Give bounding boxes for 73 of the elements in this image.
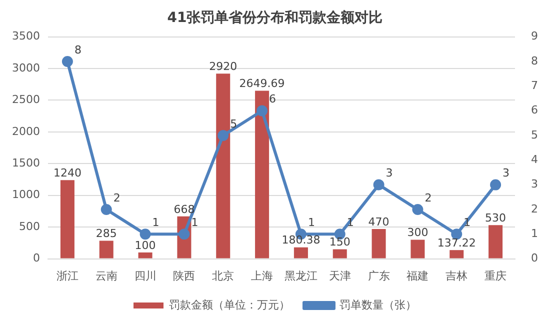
y-tick-label: 1500 xyxy=(12,156,40,170)
x-tick-label: 重庆 xyxy=(484,269,507,282)
y-tick-label: 3500 xyxy=(12,30,40,43)
y-tick-label: 0 xyxy=(32,252,40,265)
legend-label: 罚款金额（单位：万元） xyxy=(169,298,290,312)
point xyxy=(256,105,268,116)
x-tick-label: 陕西 xyxy=(173,269,196,282)
data-label: 8 xyxy=(74,43,82,56)
data-label: 180.38 xyxy=(282,234,320,247)
y2-tick-label: 6 xyxy=(531,104,538,117)
y2-tick-label: 9 xyxy=(531,30,538,43)
y2-tick-label: 5 xyxy=(531,128,538,142)
bar xyxy=(450,250,464,258)
y2-tick-label: 8 xyxy=(531,54,538,68)
x-tick-label: 浙江 xyxy=(56,269,78,282)
data-label: 1 xyxy=(308,216,315,229)
point xyxy=(100,204,112,215)
data-label: 3 xyxy=(386,166,393,180)
y-tick-label: 1000 xyxy=(12,188,40,202)
data-label: 530 xyxy=(485,212,506,225)
x-tick-label: 吉林 xyxy=(446,269,468,282)
y2-tick-label: 2 xyxy=(531,202,538,216)
y2-tick-label: 7 xyxy=(531,78,538,92)
data-label: 3 xyxy=(502,166,510,180)
y-tick-label: 2000 xyxy=(12,124,40,138)
point xyxy=(490,179,502,190)
y2-tick-label: 1 xyxy=(531,226,538,240)
bar xyxy=(138,252,152,258)
y-tick-label: 500 xyxy=(18,220,40,233)
y2-tick-label: 3 xyxy=(531,178,538,191)
data-label: 150 xyxy=(329,236,350,249)
x-tick-label: 云南 xyxy=(95,269,118,282)
data-label: 1 xyxy=(191,216,198,229)
x-tick-label: 四川 xyxy=(134,269,156,282)
data-label: 2 xyxy=(424,191,432,204)
x-tick-label: 天津 xyxy=(328,269,351,282)
legend-label: 罚单数量（张） xyxy=(340,298,416,312)
data-label: 1 xyxy=(152,216,160,229)
data-label: 2920 xyxy=(209,60,238,73)
point xyxy=(140,228,151,240)
data-label: 1240 xyxy=(53,166,82,180)
chart-title: 41张罚单省份分布和罚款金额对比 xyxy=(167,9,383,26)
data-label: 2649.69 xyxy=(239,77,285,90)
bar xyxy=(294,247,308,258)
bar xyxy=(99,240,114,258)
bar xyxy=(60,180,74,258)
y-tick-label: 3000 xyxy=(12,61,40,74)
point xyxy=(412,204,424,215)
x-tick-label: 福建 xyxy=(406,269,429,282)
x-tick-label: 北京 xyxy=(212,269,234,282)
bar xyxy=(216,74,230,258)
y-tick-label: 2500 xyxy=(12,93,40,106)
bar xyxy=(372,228,386,258)
bar xyxy=(332,249,347,258)
y2-tick-label: 0 xyxy=(531,252,538,265)
point xyxy=(218,130,229,141)
x-tick-label: 上海 xyxy=(251,269,274,282)
bar xyxy=(488,225,503,258)
data-label: 100 xyxy=(134,238,156,252)
point xyxy=(373,179,384,190)
y2-tick-label: 4 xyxy=(531,152,538,166)
data-label: 5 xyxy=(230,117,238,130)
data-label: 137.22 xyxy=(437,236,476,250)
point xyxy=(62,56,73,67)
data-label: 6 xyxy=(269,92,276,106)
data-label: 2 xyxy=(113,191,120,204)
bar xyxy=(255,90,270,258)
bar xyxy=(410,240,425,258)
data-label: 470 xyxy=(368,215,390,228)
data-label: 300 xyxy=(407,226,428,240)
x-tick-label: 黑龙江 xyxy=(284,269,318,282)
x-tick-label: 广东 xyxy=(368,269,390,282)
data-label: 285 xyxy=(96,227,117,240)
